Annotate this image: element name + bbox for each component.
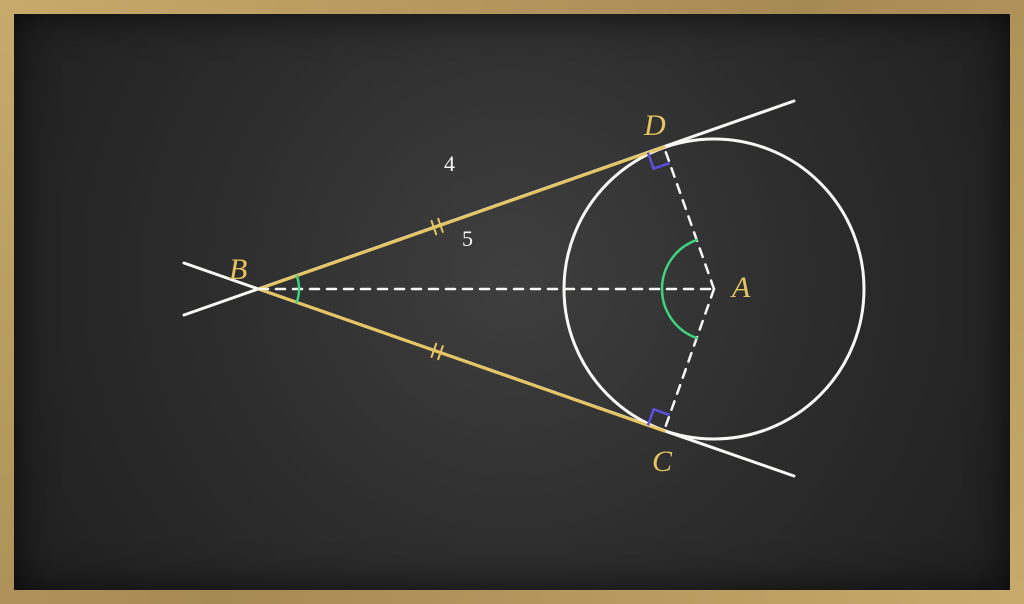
chalkboard-frame: { "diagram": { "type": "geometry-circle-… <box>0 0 1024 604</box>
dashed-AD <box>664 147 714 289</box>
length-label-BD: 4 <box>444 151 455 176</box>
dashed-AC <box>664 289 714 431</box>
length-label-BA: 5 <box>462 226 473 251</box>
point-label-D: D <box>643 109 666 142</box>
segment-BD <box>259 147 664 289</box>
point-label-B: B <box>229 253 247 286</box>
point-label-A: A <box>730 271 751 304</box>
point-label-C: C <box>652 445 673 478</box>
geometry-diagram: A B C D 4 5 <box>14 14 1010 590</box>
segment-BC <box>259 289 664 431</box>
